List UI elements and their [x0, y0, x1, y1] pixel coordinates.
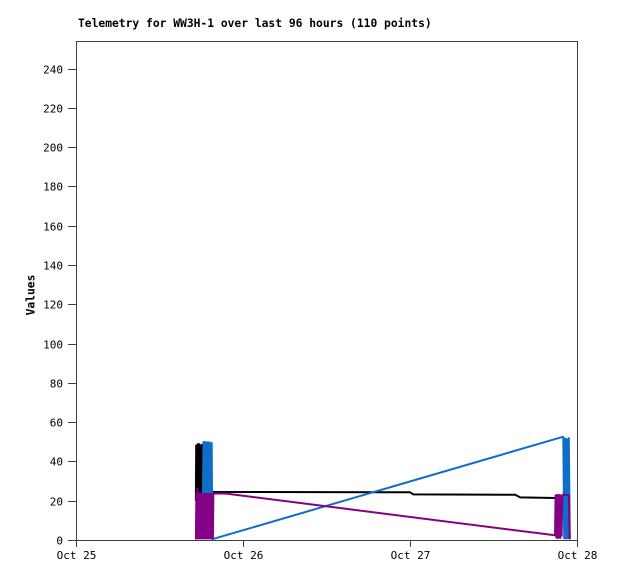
y-tick-label: 20 — [50, 496, 63, 509]
y-tick-label: 140 — [43, 260, 63, 273]
y-tick-label: 80 — [50, 378, 63, 391]
x-tick-label: Oct 25 — [57, 549, 97, 562]
series-channel-purple-line — [194, 488, 571, 540]
x-tick-label: Oct 26 — [224, 549, 264, 562]
y-tick-label: 0 — [56, 535, 63, 548]
plot-frame — [76, 41, 578, 541]
y-tick-label: 100 — [43, 339, 63, 352]
y-tick-label: 160 — [43, 221, 63, 234]
x-tick-label: Oct 28 — [558, 549, 598, 562]
series-channel-blue-line — [201, 435, 571, 541]
y-tick-label: 240 — [43, 64, 63, 77]
chart-title: Telemetry for WW3H-1 over last 96 hours … — [78, 17, 432, 30]
x-tick-label: Oct 27 — [391, 549, 431, 562]
y-tick-label: 60 — [50, 417, 63, 430]
y-tick-label: 40 — [50, 456, 63, 469]
y-tick-label: 180 — [43, 181, 63, 194]
y-tick-label: 120 — [43, 299, 63, 312]
series-channel-black-line — [194, 442, 570, 502]
y-tick-label: 200 — [43, 142, 63, 155]
y-tick-label: 220 — [43, 103, 63, 116]
